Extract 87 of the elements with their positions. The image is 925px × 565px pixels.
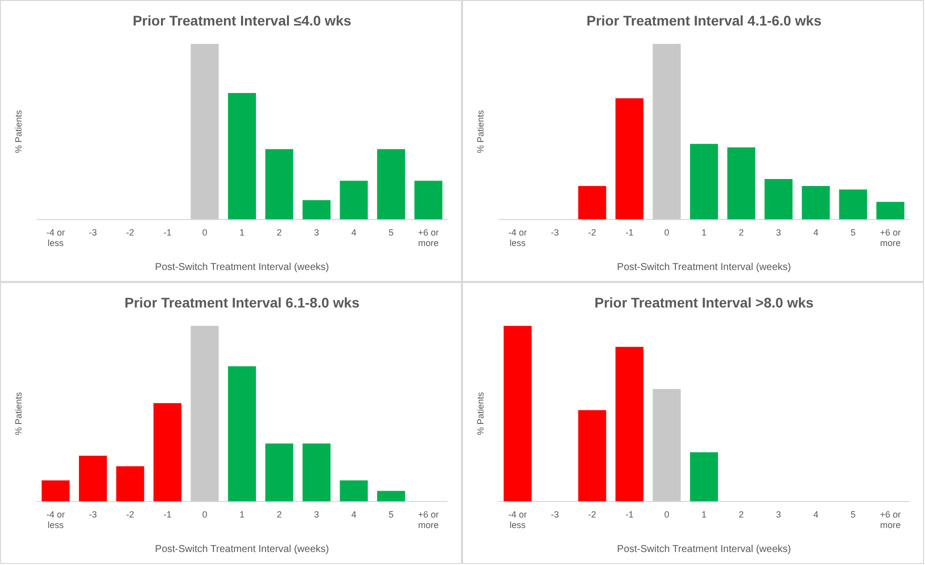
bar	[42, 480, 70, 502]
bar	[190, 326, 219, 502]
x-tick-label: 1	[239, 509, 245, 520]
bar	[690, 452, 718, 502]
bar	[228, 92, 256, 220]
y-axis-title: % Patients	[475, 110, 486, 154]
x-tick-label: -1	[163, 227, 172, 238]
x-tick-label: 5	[388, 509, 394, 520]
y-axis-title: % Patients	[475, 392, 486, 436]
bar	[578, 410, 606, 502]
bar	[802, 186, 830, 220]
x-tick-label: -3	[550, 227, 559, 238]
x-tick-label: 0	[202, 509, 208, 520]
bar	[190, 44, 219, 220]
x-tick-label: +6 or more	[418, 509, 439, 530]
bar	[504, 326, 532, 502]
x-tick-label: 0	[202, 227, 208, 238]
bar	[265, 149, 294, 220]
x-tick-label: 1	[701, 227, 707, 238]
bar	[615, 98, 644, 220]
chart-title: Prior Treatment Interval ≤4.0 wks	[132, 12, 352, 28]
x-tick-label: 3	[776, 509, 782, 520]
chart-title: Prior Treatment Interval 4.1-6.0 wks	[586, 12, 822, 28]
x-tick-label: 0	[664, 509, 670, 520]
bar	[615, 346, 644, 502]
y-axis-title: % Patients	[13, 392, 24, 436]
x-tick-label: -1	[625, 227, 634, 238]
bar	[116, 466, 144, 502]
bar	[876, 202, 904, 220]
x-tick-label: 2	[276, 227, 282, 238]
x-tick-label: 4	[351, 509, 356, 520]
bar	[652, 389, 681, 502]
x-tick-label: 2	[276, 509, 282, 520]
x-tick-label: -2	[126, 509, 134, 520]
x-tick-label: -3	[88, 227, 97, 238]
bar	[578, 186, 606, 220]
x-tick-label: 5	[850, 227, 856, 238]
bar	[302, 443, 331, 502]
x-tick-label: -4 or less	[508, 509, 527, 530]
x-tick-label: -3	[550, 509, 559, 520]
x-tick-label: -4 or less	[46, 227, 65, 248]
x-tick-label: 3	[314, 509, 320, 520]
x-tick-label: 1	[701, 509, 707, 520]
x-tick-label: 0	[664, 227, 670, 238]
x-axis-title: Post-Switch Treatment Interval (weeks)	[617, 262, 791, 273]
x-tick-label: -3	[88, 509, 97, 520]
x-tick-label: +6 or more	[880, 227, 901, 248]
bar	[690, 144, 718, 220]
bar	[340, 480, 368, 502]
bar	[377, 149, 406, 220]
bar	[414, 180, 442, 220]
x-tick-label: -1	[163, 509, 172, 520]
x-tick-label: -4 or less	[508, 227, 527, 248]
x-tick-label: -2	[126, 227, 134, 238]
x-tick-label: -1	[625, 509, 634, 520]
x-tick-label: 4	[813, 509, 818, 520]
x-tick-label: 3	[314, 227, 320, 238]
bar	[228, 366, 256, 502]
x-tick-label: +6 or more	[418, 227, 439, 248]
x-tick-label: 5	[388, 227, 394, 238]
bar	[727, 147, 756, 220]
bar	[265, 443, 294, 502]
y-axis-title: % Patients	[13, 110, 24, 154]
bar	[764, 179, 793, 220]
chart-title: Prior Treatment Interval 6.1-8.0 wks	[124, 294, 360, 310]
x-tick-label: 4	[351, 227, 356, 238]
x-tick-label: 2	[738, 227, 744, 238]
bar	[340, 180, 368, 220]
x-tick-label: 3	[776, 227, 782, 238]
bar	[302, 200, 331, 220]
x-axis-title: Post-Switch Treatment Interval (weeks)	[155, 262, 329, 273]
bar	[652, 44, 681, 220]
bar	[78, 456, 107, 502]
x-tick-label: 4	[813, 227, 818, 238]
chart-title: Prior Treatment Interval >8.0 wks	[594, 294, 814, 310]
bar	[153, 403, 182, 502]
x-tick-label: +6 or more	[880, 509, 901, 530]
x-tick-label: -4 or less	[46, 509, 65, 530]
x-tick-label: 2	[738, 509, 744, 520]
x-tick-label: 1	[239, 227, 245, 238]
x-tick-label: 5	[850, 509, 856, 520]
x-axis-title: Post-Switch Treatment Interval (weeks)	[617, 544, 791, 555]
bar	[839, 190, 868, 220]
x-tick-label: -2	[588, 509, 596, 520]
x-axis-title: Post-Switch Treatment Interval (weeks)	[155, 544, 329, 555]
x-tick-label: -2	[588, 227, 596, 238]
bar	[377, 490, 406, 502]
